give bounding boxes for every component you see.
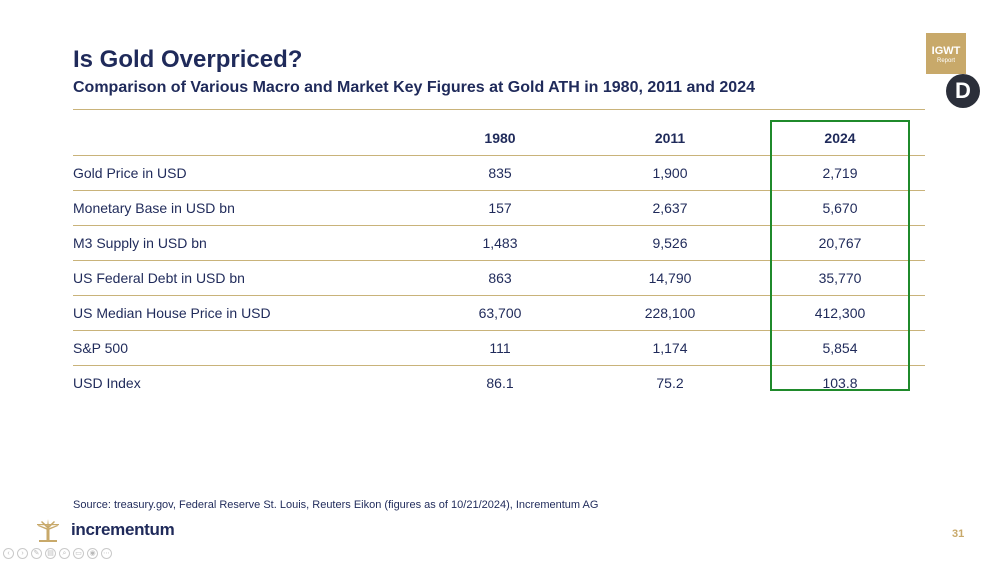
corner-d-icon: D bbox=[946, 74, 980, 108]
cell-1980: 863 bbox=[415, 260, 585, 296]
cell-1980: 157 bbox=[415, 190, 585, 226]
table-row: M3 Supply in USD bn 1,483 9,526 20,767 bbox=[73, 225, 925, 261]
cell-2011: 2,637 bbox=[585, 190, 755, 226]
cell-2024: 103.8 bbox=[822, 375, 858, 391]
cell-2011: 9,526 bbox=[585, 225, 755, 261]
cell-1980: 86.1 bbox=[486, 375, 514, 391]
page-number: 31 bbox=[952, 528, 965, 540]
igwt-report-badge: IGWT Report bbox=[926, 33, 966, 74]
slide-subtitle: Comparison of Various Macro and Market K… bbox=[73, 79, 755, 96]
cell-1980: 1,483 bbox=[415, 225, 585, 261]
cell-2024: 5,854 bbox=[755, 330, 925, 366]
row-label: M3 Supply in USD bn bbox=[73, 225, 415, 261]
table-row: Monetary Base in USD bn 157 2,637 5,670 bbox=[73, 190, 925, 226]
pen-icon[interactable]: ✎ bbox=[31, 548, 42, 559]
prev-slide-icon[interactable]: ‹ bbox=[3, 548, 14, 559]
row-label: US Median House Price in USD bbox=[73, 295, 415, 331]
badge-subtitle: Report bbox=[936, 58, 955, 64]
key-figures-table: 1980 2011 2024 Gold Price in USD 835 1,9… bbox=[73, 121, 925, 400]
source-note: Source: treasury.gov, Federal Reserve St… bbox=[73, 499, 599, 511]
table-row: S&P 500 111 1,174 5,854 bbox=[73, 330, 925, 366]
row-label: Gold Price in USD bbox=[73, 155, 415, 191]
more-options-icon[interactable]: ⋯ bbox=[101, 548, 112, 559]
column-header-1980: 1980 bbox=[415, 121, 585, 156]
cell-2011: 1,174 bbox=[585, 330, 755, 366]
slide-title: Is Gold Overpriced? bbox=[73, 46, 303, 73]
table-row: USD Index 86.1 75.2 103.8 bbox=[73, 366, 925, 401]
camera-icon[interactable]: ◉ bbox=[87, 548, 98, 559]
brand-name: incrementum bbox=[71, 520, 175, 539]
cell-2024: 20,767 bbox=[755, 225, 925, 261]
column-header-label bbox=[73, 121, 415, 156]
title-divider bbox=[73, 109, 925, 110]
row-label: S&P 500 bbox=[73, 330, 415, 366]
presentation-toolbar: ‹ › ✎ ▤ ⌕ ▭ ◉ ⋯ bbox=[3, 548, 112, 560]
slides-icon[interactable]: ▤ bbox=[45, 548, 56, 559]
cell-2011: 228,100 bbox=[585, 295, 755, 331]
tree-logo-icon bbox=[37, 519, 59, 542]
cell-2011: 1,900 bbox=[585, 155, 755, 191]
table-row: US Median House Price in USD 63,700 228,… bbox=[73, 295, 925, 331]
cell-2024: 5,670 bbox=[755, 190, 925, 226]
column-header-2024: 2024 bbox=[755, 121, 925, 156]
cell-2024: 2,719 bbox=[755, 155, 925, 191]
table-row: Gold Price in USD 835 1,900 2,719 bbox=[73, 155, 925, 191]
row-label: Monetary Base in USD bn bbox=[73, 190, 415, 226]
cell-2011: 14,790 bbox=[585, 260, 755, 296]
column-2024-highlight-box bbox=[770, 120, 910, 391]
cell-2024: 412,300 bbox=[755, 295, 925, 331]
cell-1980: 63,700 bbox=[415, 295, 585, 331]
subtitles-icon[interactable]: ▭ bbox=[73, 548, 84, 559]
table-row: US Federal Debt in USD bn 863 14,790 35,… bbox=[73, 260, 925, 296]
column-header-2011: 2011 bbox=[585, 121, 755, 156]
table-header-row: 1980 2011 2024 bbox=[73, 121, 925, 156]
zoom-icon[interactable]: ⌕ bbox=[59, 548, 70, 559]
cell-2011: 75.2 bbox=[656, 375, 684, 391]
cell-2024: 35,770 bbox=[755, 260, 925, 296]
row-label: US Federal Debt in USD bn bbox=[73, 260, 415, 296]
cell-1980: 111 bbox=[415, 330, 585, 366]
cell-1980: 835 bbox=[415, 155, 585, 191]
next-slide-icon[interactable]: › bbox=[17, 548, 28, 559]
row-label: USD Index bbox=[73, 375, 141, 391]
incrementum-logo: incrementum bbox=[35, 517, 175, 543]
badge-title: IGWT bbox=[931, 45, 961, 57]
